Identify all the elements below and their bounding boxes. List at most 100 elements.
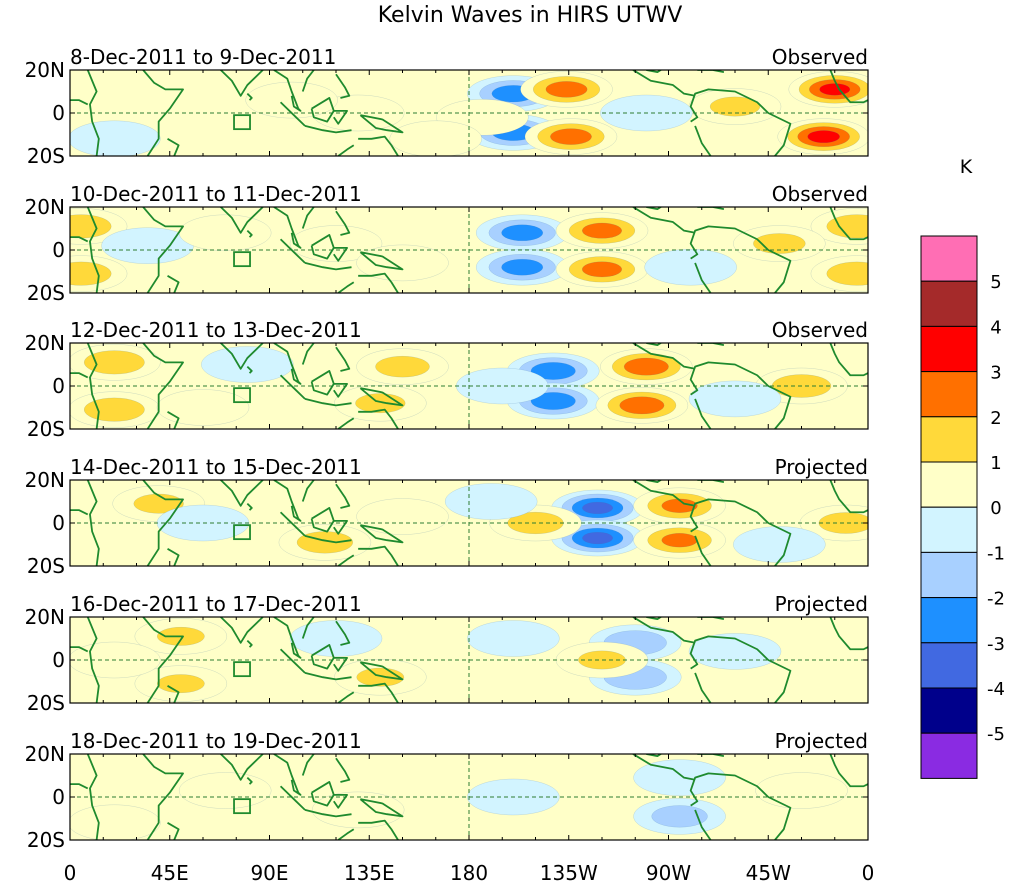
panel: 20N 0 20S 10-Dec-2011 to 11-Dec-2011 Observe…: [25, 182, 869, 305]
coastline: [646, 617, 663, 621]
coastline: [142, 617, 184, 703]
coastline: [279, 101, 306, 127]
contour-band: [83, 350, 145, 375]
coastline: [646, 343, 663, 347]
colorbar-label: -5: [987, 724, 1005, 745]
colorbar-swatch: [920, 280, 978, 327]
coastlines: [70, 754, 868, 840]
contour-band: [530, 392, 576, 410]
coastline: [167, 548, 180, 566]
lat-tick-label: 0: [52, 101, 65, 125]
coastline: [359, 114, 404, 134]
reference-box: [233, 387, 251, 404]
panel-status: Observed: [772, 182, 868, 206]
coastline: [337, 554, 355, 566]
coastline: [829, 754, 868, 788]
coastline: [279, 511, 306, 537]
coastline: [310, 97, 335, 123]
coastline: [689, 88, 792, 156]
coastlines: [70, 617, 868, 703]
coastline: [246, 230, 253, 238]
coastline: [337, 144, 355, 156]
coastline: [70, 236, 89, 243]
anomaly-feature: [777, 118, 868, 155]
coastline: [70, 783, 89, 790]
contour-band: [356, 244, 449, 282]
coastline: [632, 343, 696, 370]
panel: 20N 0 20S 8-Dec-2011 to 9-Dec-2011 Observed: [25, 45, 869, 168]
coastlines: [70, 70, 868, 156]
coastline: [220, 207, 264, 234]
coastline: [359, 524, 404, 544]
coastline: [304, 535, 352, 544]
contour-band: [530, 362, 576, 380]
coastline: [359, 251, 404, 271]
coastline: [279, 238, 306, 264]
coastline: [697, 754, 725, 758]
anomaly-field: [70, 208, 868, 292]
longitude-axis: 0 45E 90E 135E 180 135W 90W 45W 0: [64, 861, 875, 885]
coastlines: [70, 480, 868, 566]
lat-tick-label: 20S: [27, 144, 65, 168]
panel-status: Projected: [775, 455, 868, 479]
coastline: [273, 70, 302, 112]
anomaly-field: [70, 759, 848, 840]
coastline: [632, 70, 696, 97]
colorbar-label: -4: [987, 679, 1005, 700]
reference-box: [233, 251, 251, 268]
coastline: [694, 672, 712, 703]
contour-band: [661, 533, 698, 548]
colorbar-label: 0: [990, 498, 1001, 519]
coastline: [829, 343, 868, 377]
coastline: [337, 691, 355, 703]
coastline: [335, 210, 351, 236]
coastline: [273, 754, 302, 796]
colorbar-swatch: [920, 235, 978, 282]
coastline: [689, 225, 792, 293]
anomaly-feature: [278, 524, 372, 561]
coastline: [142, 480, 184, 566]
coastline: [86, 207, 100, 293]
coastline: [646, 207, 663, 211]
colorbar-label: 3: [990, 363, 1001, 384]
contour-band: [156, 674, 205, 694]
anomaly-feature: [633, 487, 726, 525]
coastline: [333, 246, 348, 262]
contour-band: [661, 498, 698, 513]
coastline: [273, 480, 302, 522]
coastline: [829, 480, 868, 514]
coastline: [829, 617, 868, 651]
lat-tick-label: 20S: [27, 828, 65, 852]
coastline: [273, 207, 302, 249]
anomaly-feature: [444, 483, 538, 520]
coastline: [301, 754, 315, 776]
coastline: [167, 275, 180, 293]
contour-band: [623, 357, 669, 376]
coastline: [279, 785, 306, 811]
coastline: [697, 207, 725, 211]
contour-band: [755, 772, 848, 809]
contour-band: [619, 396, 665, 415]
lon-tick-label: 45W: [746, 861, 791, 885]
anomaly-feature: [475, 214, 569, 252]
contour-band: [178, 214, 272, 252]
contour-band: [389, 120, 482, 156]
contour-band: [633, 759, 726, 796]
coastline: [358, 819, 399, 840]
reference-box: [233, 661, 251, 678]
anomaly-feature: [475, 248, 569, 286]
coastline: [70, 99, 89, 106]
coastline: [246, 640, 253, 648]
coastline: [694, 125, 712, 156]
colorbar: K 5 4 3 2 1 0 -1 -2 -3 -4 -5: [920, 156, 1005, 779]
lat-tick-label: 20N: [25, 58, 65, 82]
contour-band: [581, 261, 623, 278]
panel-date-range: 8-Dec-2011 to 9-Dec-2011: [70, 45, 336, 69]
colorbar-unit: K: [960, 156, 973, 178]
coastline: [304, 398, 352, 407]
lat-tick-label: 20S: [27, 417, 65, 441]
coastline: [304, 672, 352, 681]
panel-status: Projected: [775, 729, 868, 753]
panel-status: Observed: [772, 318, 868, 342]
contour-band: [178, 772, 272, 809]
